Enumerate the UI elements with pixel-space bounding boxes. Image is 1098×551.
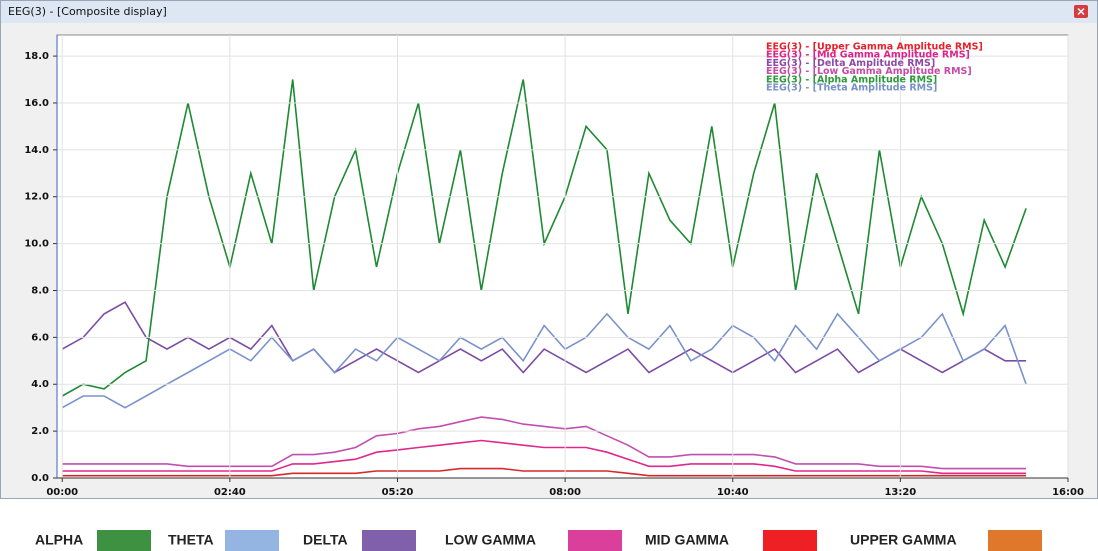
legend-swatch [362, 530, 416, 551]
series-line [61, 301, 1027, 374]
x-tick-label: 08:00 [549, 487, 581, 498]
trace-legend-label: EEG(3) - [Theta Amplitude RMS] [766, 83, 937, 94]
y-tick-label: 2.0 [31, 426, 49, 437]
y-tick-label: 12.0 [24, 192, 49, 203]
legend-label: THETA [168, 532, 214, 548]
legend-swatch [763, 530, 817, 551]
y-tick-label: 16.0 [24, 98, 49, 109]
trace-legend-label: EEG(3) - [Mid Gamma Amplitude RMS] [766, 50, 970, 61]
y-tick-label: 0.0 [31, 473, 49, 484]
y-tick-label: 14.0 [24, 145, 49, 156]
title-bar [1, 1, 1097, 23]
x-tick-label: 13:20 [884, 487, 916, 498]
y-tick-label: 18.0 [24, 51, 49, 62]
y-tick-label: 4.0 [31, 379, 49, 390]
trace-legend-label: EEG(3) - [Upper Gamma Amplitude RMS] [766, 42, 983, 53]
legend-swatch [988, 530, 1042, 551]
legend-swatch [568, 530, 622, 551]
y-tick-label: 10.0 [24, 239, 49, 250]
x-tick-label: 00:00 [46, 487, 78, 498]
window-title: EEG(3) - [Composite display] [8, 5, 167, 18]
legend-label: DELTA [303, 532, 348, 548]
legend-label: LOW GAMMA [445, 532, 536, 548]
series-line [62, 416, 1027, 470]
plot-area [56, 34, 1069, 479]
y-tick-label: 6.0 [31, 332, 49, 343]
y-tick-label: 8.0 [31, 285, 49, 296]
legend-label: UPPER GAMMA [850, 532, 957, 548]
series-line [62, 467, 1027, 477]
x-tick-label: 05:20 [382, 487, 414, 498]
trace-legend-label: EEG(3) - [Low Gamma Amplitude RMS] [766, 66, 972, 77]
x-tick-label: 16:00 [1052, 487, 1084, 498]
legend-label: ALPHA [35, 532, 83, 548]
trace-legend-label: EEG(3) - [Delta Amplitude RMS] [766, 58, 935, 69]
close-icon [1077, 7, 1085, 16]
x-tick-label: 10:40 [717, 487, 749, 498]
legend-swatch [225, 530, 279, 551]
series-line [62, 439, 1027, 475]
legend-label: MID GAMMA [645, 532, 729, 548]
x-tick-label: 02:40 [214, 487, 246, 498]
series-line [61, 312, 1027, 409]
trace-legend-label: EEG(3) - [Alpha Amplitude RMS] [766, 74, 937, 85]
legend-swatch [97, 530, 151, 551]
